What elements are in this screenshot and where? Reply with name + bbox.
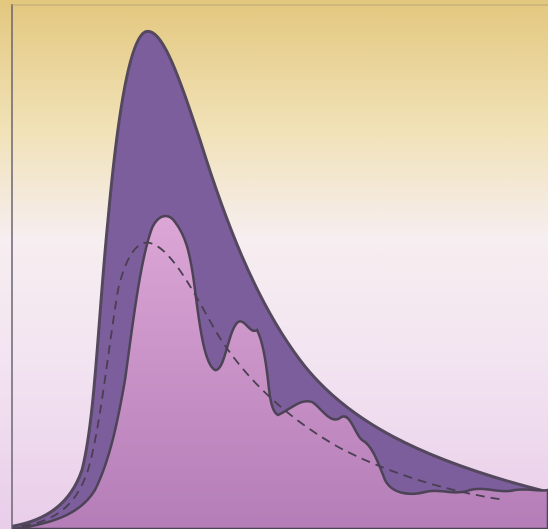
illustration (0, 0, 548, 529)
page (0, 0, 548, 529)
